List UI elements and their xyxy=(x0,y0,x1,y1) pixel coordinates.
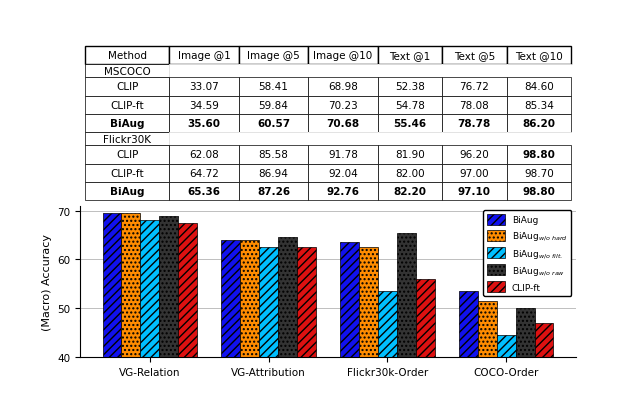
Legend: BiAug, BiAug$_{w/o\ hard}$, BiAug$_{w/o\ filt.}$, BiAug$_{w/o\ raw}$, CLIP-ft: BiAug, BiAug$_{w/o\ hard}$, BiAug$_{w/o\… xyxy=(483,211,572,296)
Bar xyxy=(534,323,554,357)
Bar xyxy=(140,221,159,357)
Bar xyxy=(159,216,178,357)
Bar xyxy=(497,335,516,357)
Bar xyxy=(416,279,435,357)
Bar xyxy=(378,291,397,357)
Y-axis label: (Macro) Accuracy: (Macro) Accuracy xyxy=(42,233,52,330)
Bar xyxy=(221,240,240,357)
Bar xyxy=(297,247,316,357)
Bar xyxy=(178,223,197,357)
Bar xyxy=(102,214,122,357)
Bar xyxy=(459,291,478,357)
Bar xyxy=(122,214,140,357)
Bar xyxy=(340,243,359,357)
Bar xyxy=(259,247,278,357)
Bar xyxy=(397,233,416,357)
Bar xyxy=(240,240,259,357)
Bar xyxy=(278,238,297,357)
Bar xyxy=(516,308,534,357)
Bar xyxy=(478,301,497,357)
Bar xyxy=(359,247,378,357)
